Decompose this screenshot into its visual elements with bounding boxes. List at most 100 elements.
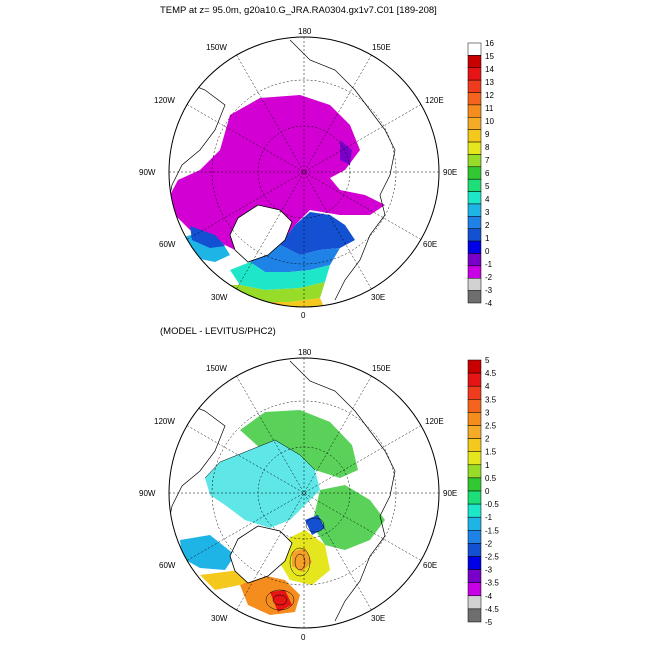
top-colorbar-label-14: 2	[485, 221, 490, 230]
top-graticule	[169, 37, 439, 307]
top-atlantic-band-1	[250, 245, 340, 272]
top-lon-150e: 150E	[372, 43, 391, 52]
bottom-colorbar-box-4	[467, 412, 482, 426]
top-atlantic-band-2	[230, 262, 330, 290]
top-barents-band-0	[280, 212, 355, 255]
bottom-colorbar-box-9	[467, 477, 482, 492]
bottom-lon-labels: 180 150E 120E 90E 60E 30E 0 30W 60W 90W …	[139, 348, 457, 642]
bottom-kara-green	[312, 485, 385, 550]
top-lon-labels: 180 150E 120E 90E 60E 30E 0 30W 60W 90W …	[139, 27, 457, 320]
top-colorbar-box-20	[467, 290, 482, 304]
top-colorbar-box-4	[467, 92, 482, 106]
top-colorbar-label-17: -1	[485, 260, 493, 269]
top-colorbar-label-8: 8	[485, 143, 490, 152]
bottom-map	[169, 358, 439, 628]
top-colorbar-box-18	[467, 265, 482, 279]
top-colorbar-label-0: 16	[485, 39, 494, 48]
bottom-colorbar-box-1	[467, 372, 482, 387]
bottom-colorbar-label-0: 5	[485, 356, 490, 365]
top-colorbar-box-0	[467, 42, 482, 56]
bottom-colorbar-box-14	[467, 543, 482, 557]
bottom-colorbar-label-15: -2.5	[485, 553, 499, 562]
bottom-cyan-field	[205, 440, 320, 528]
bottom-coastline-eurasia	[289, 360, 396, 622]
top-colorbar-box-10	[467, 166, 482, 180]
bottom-colorbar-box-13	[467, 530, 482, 544]
top-panel: TEMP at z= 95.0m, g20a10.G_JRA.RA0304.gx…	[139, 5, 494, 320]
top-colorbar-label-16: 0	[485, 247, 490, 256]
top-colorbar-box-12	[467, 191, 482, 205]
bottom-panel: (MODEL - LEVITUS/PHC2)	[139, 326, 499, 642]
bottom-colorbar-label-6: 2	[485, 435, 490, 444]
bottom-colorbar-label-11: -0.5	[485, 500, 499, 509]
bottom-colorbar-label-14: -2	[485, 539, 493, 548]
bottom-lon-180: 180	[298, 348, 312, 357]
bottom-lon-30w: 30W	[211, 614, 228, 623]
bottom-lon-90w: 90W	[139, 489, 156, 498]
top-colorbar-label-7: 9	[485, 130, 490, 139]
bottom-colorbar-box-2	[467, 385, 482, 400]
bottom-lon-150w: 150W	[206, 364, 227, 373]
top-colorbar-label-18: -2	[485, 273, 493, 282]
bottom-colorbar-label-2: 4	[485, 382, 490, 391]
top-colorbar-box-9	[467, 154, 482, 168]
bottom-colorbar-label-1: 4.5	[485, 369, 497, 378]
bottom-colorbar-label-8: 1	[485, 461, 490, 470]
bottom-colorbar-label-16: -3	[485, 566, 493, 575]
top-colorbar-box-15	[467, 228, 482, 242]
top-colorbar-label-13: 3	[485, 208, 490, 217]
bottom-colorbar: 5 4.5 4 3.5 3 2.5 2 1.5 1 0.5 0 -0.5 -1 -1.5 -2 -2.5 -3 -…	[467, 356, 499, 627]
bottom-colorbar-label-18: -4	[485, 592, 493, 601]
top-colorbar-label-20: -4	[485, 299, 493, 308]
top-colorbar-label-2: 14	[485, 65, 494, 74]
top-chart-title: TEMP at z= 95.0m, g20a10.G_JRA.RA0304.gx…	[160, 5, 437, 16]
top-lon-90e: 90E	[443, 168, 457, 177]
top-colorbar-box-16	[467, 240, 482, 254]
top-lon-0: 0	[301, 311, 306, 320]
top-colorbar-label-9: 7	[485, 156, 490, 165]
bottom-colorbar-label-4: 3	[485, 408, 490, 417]
top-colorbar-label-12: 4	[485, 195, 490, 204]
top-colorbar-box-7	[467, 129, 482, 143]
bottom-colorbar-label-10: 0	[485, 487, 490, 496]
bottom-colorbar-label-12: -1	[485, 513, 493, 522]
bottom-colorbar-box-11	[467, 503, 482, 518]
bottom-colorbar-box-6	[467, 438, 482, 452]
bottom-barents-orange	[292, 548, 312, 572]
top-colorbar-box-2	[467, 67, 482, 81]
top-colorbar-label-11: 5	[485, 182, 490, 191]
bottom-colorbar-box-3	[467, 399, 482, 413]
top-lon-60e: 60E	[423, 240, 437, 249]
top-labrador-band-2	[190, 226, 225, 248]
bottom-basin-green	[240, 410, 358, 478]
top-colorbar-label-5: 11	[485, 104, 494, 113]
top-lon-120e: 120E	[425, 96, 444, 105]
top-colorbar-label-1: 15	[485, 52, 494, 61]
bottom-chart-title: (MODEL - LEVITUS/PHC2)	[160, 326, 276, 337]
bottom-map-border	[168, 357, 440, 629]
bottom-colorbar-label-17: -3.5	[485, 579, 499, 588]
bottom-lon-90e: 90E	[443, 489, 457, 498]
bottom-colorbar-box-8	[467, 464, 482, 479]
bottom-lon-60e: 60E	[423, 561, 437, 570]
bottom-colorbar-label-5: 2.5	[485, 422, 497, 431]
bottom-contours	[204, 439, 325, 611]
top-coastline-eurasia	[289, 39, 396, 301]
bottom-colorbar-box-15	[467, 556, 482, 570]
top-map	[169, 37, 439, 307]
bottom-colorbar-box-19	[467, 608, 482, 623]
top-lon-90w: 90W	[139, 168, 156, 177]
bottom-atlantic-red	[270, 590, 292, 612]
bottom-lon-0: 0	[301, 633, 306, 642]
top-colorbar-label-10: 6	[485, 169, 490, 178]
top-colorbar-box-3	[467, 79, 482, 93]
top-map-border	[168, 36, 440, 308]
top-colorbar-box-6	[467, 117, 482, 130]
bottom-lon-150e: 150E	[372, 364, 391, 373]
bottom-colorbar-box-5	[467, 425, 482, 439]
top-lon-120w: 120W	[154, 96, 175, 105]
bottom-colorbar-box-17	[467, 582, 482, 597]
top-colorbar-label-6: 10	[485, 117, 494, 126]
